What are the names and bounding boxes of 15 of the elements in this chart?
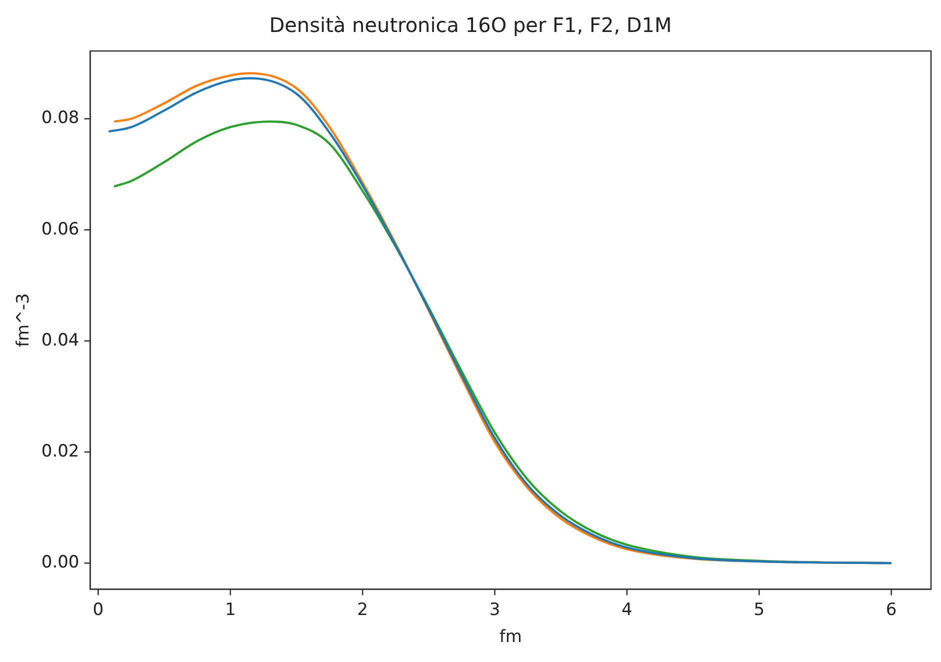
- y-axis-title: fm^-3: [14, 293, 34, 347]
- y-tick-label: 0.00: [41, 552, 80, 573]
- y-tick-label: 0.02: [41, 441, 80, 462]
- x-tick-label: 3: [489, 600, 500, 620]
- x-tick-label: 5: [754, 600, 765, 620]
- y-tick-label: 0.06: [41, 219, 80, 240]
- x-tick-label: 2: [357, 600, 368, 620]
- y-tick-label: 0.08: [41, 108, 80, 128]
- y-tick-label: 0.04: [41, 330, 80, 350]
- x-tick-label: 6: [886, 600, 897, 620]
- x-tick-label: 4: [622, 600, 632, 620]
- chart-title: Densità neutronica 16O per F1, F2, D1M: [269, 13, 672, 38]
- x-tick-label: 0: [92, 600, 104, 620]
- x-axis-title: fm: [499, 627, 522, 648]
- x-tick-label: 1: [224, 600, 236, 620]
